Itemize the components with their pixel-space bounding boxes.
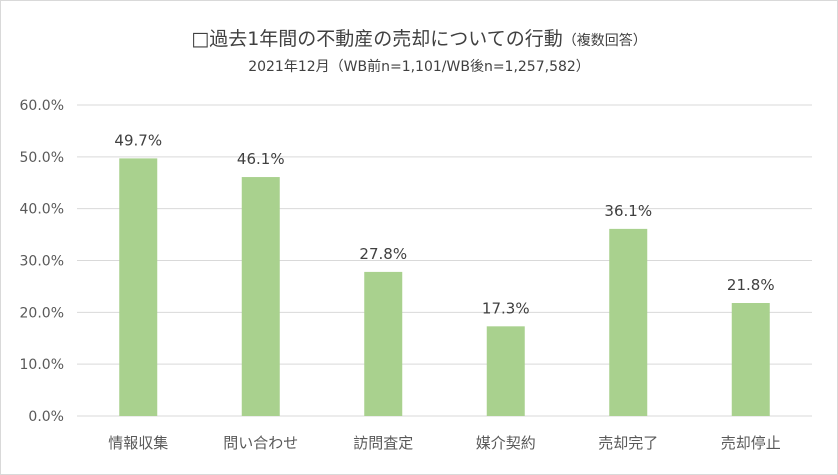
chart-subtitle: 2021年12月（WB前n=1,101/WB後n=1,257,582） bbox=[248, 59, 590, 75]
bar bbox=[486, 326, 525, 416]
bar bbox=[241, 177, 280, 416]
y-tick-label: 0.0% bbox=[28, 409, 64, 425]
data-label: 36.1% bbox=[604, 202, 652, 220]
data-label: 27.8% bbox=[359, 245, 407, 263]
chart-title-note: （複数回答） bbox=[562, 33, 647, 49]
y-tick-label: 40.0% bbox=[20, 202, 64, 218]
category-label: 媒介契約 bbox=[476, 434, 536, 452]
x-axis-categories: 情報収集 問い合わせ 訪問査定 媒介契約 売却完了 売却停止 bbox=[108, 434, 781, 452]
chart-title-text: □過去1年間の不動産の売却についての行動 bbox=[191, 28, 563, 50]
data-labels: 49.7% 46.1% 27.8% 17.3% 36.1% 21.8% bbox=[114, 131, 774, 317]
bar bbox=[119, 158, 158, 416]
data-label: 17.3% bbox=[482, 299, 530, 317]
category-label: 訪問査定 bbox=[353, 434, 413, 452]
gridlines bbox=[77, 104, 812, 417]
y-tick-label: 60.0% bbox=[20, 98, 64, 114]
y-tick-label: 50.0% bbox=[20, 150, 64, 166]
category-label: 情報収集 bbox=[108, 434, 168, 452]
bar bbox=[364, 271, 403, 416]
data-label: 49.7% bbox=[114, 131, 162, 149]
y-tick-label: 10.0% bbox=[20, 357, 64, 373]
category-label: 売却停止 bbox=[721, 434, 781, 452]
y-tick-label: 20.0% bbox=[20, 305, 64, 321]
chart-title: □過去1年間の不動産の売却についての行動（複数回答） bbox=[0, 24, 838, 51]
bars bbox=[119, 158, 770, 416]
y-tick-label: 30.0% bbox=[20, 254, 64, 270]
bar bbox=[609, 228, 648, 416]
data-label: 46.1% bbox=[237, 150, 285, 168]
y-axis-ticks: 0.0% 10.0% 20.0% 30.0% 40.0% 50.0% 60.0% bbox=[20, 98, 64, 425]
data-label: 21.8% bbox=[727, 276, 775, 294]
category-label: 問い合わせ bbox=[223, 434, 298, 452]
category-label: 売却完了 bbox=[598, 434, 658, 452]
bar bbox=[731, 303, 770, 416]
